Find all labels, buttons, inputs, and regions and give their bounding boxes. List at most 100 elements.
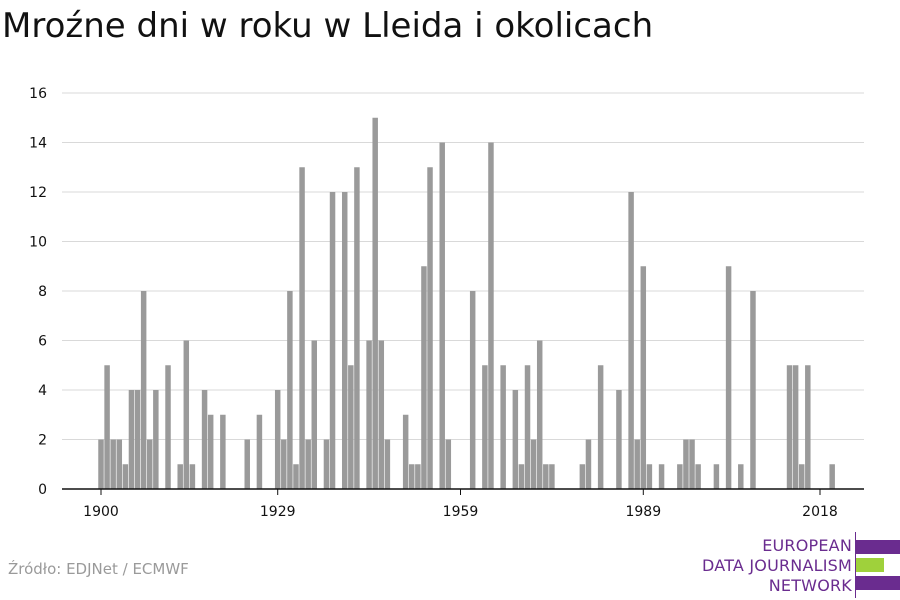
bar [786, 365, 793, 489]
y-tick-label: 14 [29, 136, 47, 152]
bar [805, 365, 811, 489]
bar [579, 464, 586, 489]
bar [512, 390, 519, 489]
bar [189, 464, 196, 489]
bar [409, 464, 415, 489]
y-tick-label: 10 [29, 235, 47, 251]
y-tick-label: 2 [38, 433, 47, 449]
bar [128, 390, 135, 489]
bar [98, 439, 104, 489]
logo-divider [855, 532, 856, 598]
bar [415, 464, 421, 489]
bar [281, 439, 287, 489]
bar [713, 464, 720, 489]
x-tick-label: 1929 [260, 504, 296, 520]
bar [220, 414, 226, 489]
bar [341, 192, 348, 489]
y-tick-label: 6 [38, 334, 47, 350]
bar [299, 167, 305, 489]
bar [725, 266, 732, 489]
logo-bar-purple-bottom [856, 576, 900, 590]
bars [98, 117, 835, 489]
bar [293, 464, 299, 489]
bar [640, 266, 647, 489]
y-tick-label: 0 [38, 482, 47, 498]
bar [646, 464, 653, 489]
bar [147, 439, 153, 489]
bar [683, 439, 689, 489]
gridlines [62, 92, 864, 440]
logo-line-2: DATA JOURNALISM [702, 556, 852, 575]
logo-text: EUROPEAN DATA JOURNALISM NETWORK [702, 536, 852, 596]
logo-bar-green [856, 558, 884, 572]
bar [597, 365, 604, 489]
bar [134, 390, 141, 489]
bar [549, 464, 555, 489]
bar [201, 390, 208, 489]
bar [677, 464, 683, 489]
bar [500, 365, 506, 489]
bar [524, 365, 531, 489]
bar [372, 117, 378, 489]
bar [689, 439, 695, 489]
bar [177, 464, 183, 489]
bar [421, 266, 427, 489]
bar [311, 340, 317, 489]
logo-line-3: NETWORK [768, 576, 852, 595]
bar [750, 291, 756, 489]
bar [445, 439, 452, 489]
bar [738, 464, 744, 489]
bar [530, 439, 537, 489]
bar [165, 365, 171, 489]
bar [153, 390, 159, 489]
bar [323, 439, 330, 489]
bar [244, 439, 250, 489]
bar [122, 464, 129, 489]
bar [354, 167, 360, 489]
bar [439, 142, 445, 489]
y-tick-label: 12 [29, 185, 47, 201]
bar [488, 142, 494, 489]
bar [110, 439, 116, 489]
x-tick-label: 1900 [83, 504, 119, 520]
x-tick-label: 2018 [802, 504, 838, 520]
bar [183, 340, 190, 489]
chart-title: Mroźne dni w roku w Lleida i okolicach [2, 6, 654, 46]
bar [287, 291, 293, 489]
bar [585, 439, 592, 489]
bar [518, 464, 525, 489]
bar [116, 439, 123, 489]
bar [329, 192, 336, 489]
x-tick-label: 1989 [625, 504, 661, 520]
bar [402, 414, 409, 489]
bar [798, 464, 805, 489]
bar [543, 464, 549, 489]
edjnet-logo[interactable]: EUROPEAN DATA JOURNALISM NETWORK [700, 532, 900, 598]
logo-bar-purple-top [856, 540, 900, 554]
bar [378, 340, 385, 489]
bar [104, 365, 110, 489]
y-axis-labels: 0 2 4 6 8 10 12 14 16 [29, 86, 47, 498]
bar [348, 365, 354, 489]
y-tick-label: 8 [38, 284, 47, 300]
bar [207, 414, 214, 489]
bar [695, 464, 701, 489]
bar [274, 390, 281, 489]
x-tick-label: 1959 [443, 504, 479, 520]
bar [482, 365, 488, 489]
bar [469, 291, 476, 489]
bar [427, 167, 433, 489]
bar [829, 464, 835, 489]
bar [256, 414, 263, 489]
y-tick-label: 16 [29, 86, 47, 102]
bar [384, 439, 391, 489]
x-axis: 1900 1929 1959 1989 2018 [62, 488, 864, 520]
logo-line-1: EUROPEAN [762, 536, 852, 555]
bar [628, 192, 634, 489]
bar [634, 439, 640, 489]
bar [792, 365, 799, 489]
y-tick-label: 4 [38, 383, 47, 399]
bar [658, 464, 665, 489]
bar [305, 439, 311, 489]
